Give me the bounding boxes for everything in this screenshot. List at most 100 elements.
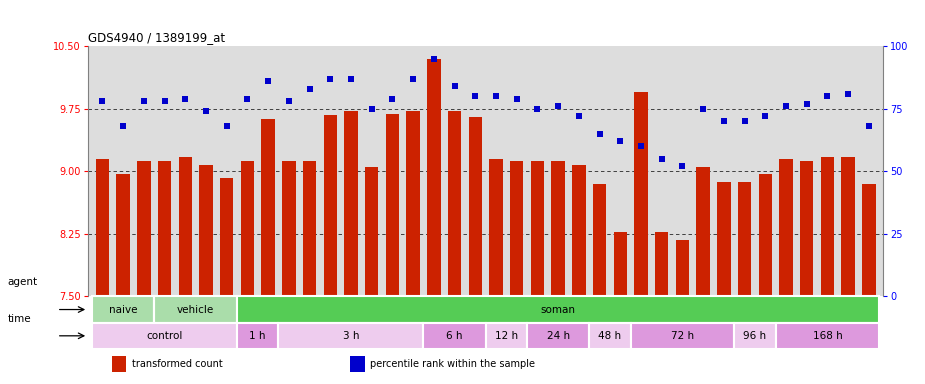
Point	[696, 106, 710, 112]
Bar	[697, 167, 709, 296]
Bar	[386, 114, 399, 296]
Bar	[573, 165, 586, 296]
Text: soman: soman	[540, 305, 575, 314]
Text: time: time	[7, 314, 31, 324]
Bar	[344, 111, 358, 296]
Point	[219, 123, 234, 129]
Point	[675, 163, 690, 169]
Bar	[158, 161, 171, 296]
Bar	[631, 323, 734, 349]
Point	[178, 96, 192, 102]
Point	[841, 91, 856, 97]
Point	[364, 106, 379, 112]
Point	[468, 93, 483, 99]
Bar	[613, 232, 627, 296]
Point	[820, 93, 835, 99]
Bar	[365, 167, 378, 296]
Bar	[734, 323, 776, 349]
Point	[654, 156, 669, 162]
Point	[323, 76, 338, 82]
Bar	[179, 157, 192, 296]
Point	[799, 101, 814, 107]
Point	[592, 131, 607, 137]
Point	[737, 118, 752, 124]
Point	[613, 138, 628, 144]
Bar	[112, 356, 126, 372]
Point	[157, 98, 172, 104]
Bar	[92, 296, 154, 323]
Text: control: control	[146, 331, 183, 341]
Bar	[758, 174, 772, 296]
Bar	[117, 174, 130, 296]
Bar	[800, 161, 813, 296]
Bar	[278, 323, 424, 349]
Bar	[655, 232, 669, 296]
Bar	[717, 182, 731, 296]
Bar	[531, 161, 544, 296]
Bar	[351, 356, 364, 372]
Bar	[137, 161, 151, 296]
Bar	[448, 111, 462, 296]
Bar	[406, 111, 420, 296]
Bar	[95, 159, 109, 296]
Point	[550, 103, 565, 109]
Point	[240, 96, 254, 102]
Point	[861, 123, 876, 129]
Bar	[551, 161, 565, 296]
Point	[343, 76, 358, 82]
Text: vehicle: vehicle	[177, 305, 215, 314]
Text: GDS4940 / 1389199_at: GDS4940 / 1389199_at	[88, 31, 225, 44]
Point	[488, 93, 503, 99]
Bar	[237, 296, 880, 323]
Bar	[199, 166, 213, 296]
Text: 12 h: 12 h	[495, 331, 518, 341]
Point	[426, 56, 441, 62]
Point	[261, 78, 276, 84]
Point	[199, 108, 214, 114]
Bar	[820, 157, 834, 296]
Bar	[635, 92, 648, 296]
Bar	[776, 323, 880, 349]
Point	[510, 96, 524, 102]
Text: agent: agent	[7, 277, 38, 287]
Text: naive: naive	[109, 305, 137, 314]
Text: transformed count: transformed count	[131, 359, 222, 369]
Bar	[486, 323, 527, 349]
Point	[572, 113, 586, 119]
Text: percentile rank within the sample: percentile rank within the sample	[370, 359, 536, 369]
Bar	[527, 323, 589, 349]
Bar	[424, 323, 486, 349]
Bar	[469, 117, 482, 296]
Text: 6 h: 6 h	[446, 331, 462, 341]
Bar	[675, 240, 689, 296]
Bar	[324, 115, 337, 296]
Bar	[510, 161, 524, 296]
Bar	[842, 157, 855, 296]
Point	[634, 143, 648, 149]
Bar	[154, 296, 237, 323]
Point	[406, 76, 421, 82]
Point	[717, 118, 732, 124]
Point	[302, 86, 317, 92]
Text: 72 h: 72 h	[671, 331, 694, 341]
Point	[95, 98, 110, 104]
Point	[385, 96, 400, 102]
Point	[281, 98, 296, 104]
Point	[136, 98, 151, 104]
Text: 96 h: 96 h	[744, 331, 767, 341]
Text: 168 h: 168 h	[812, 331, 843, 341]
Bar	[92, 323, 237, 349]
Point	[530, 106, 545, 112]
Text: 24 h: 24 h	[547, 331, 570, 341]
Point	[447, 83, 462, 89]
Bar	[738, 182, 751, 296]
Point	[779, 103, 794, 109]
Text: 48 h: 48 h	[598, 331, 622, 341]
Bar	[427, 59, 440, 296]
Bar	[593, 184, 606, 296]
Bar	[589, 323, 631, 349]
Bar	[862, 184, 876, 296]
Text: 1 h: 1 h	[250, 331, 266, 341]
Bar	[282, 161, 296, 296]
Bar	[237, 323, 278, 349]
